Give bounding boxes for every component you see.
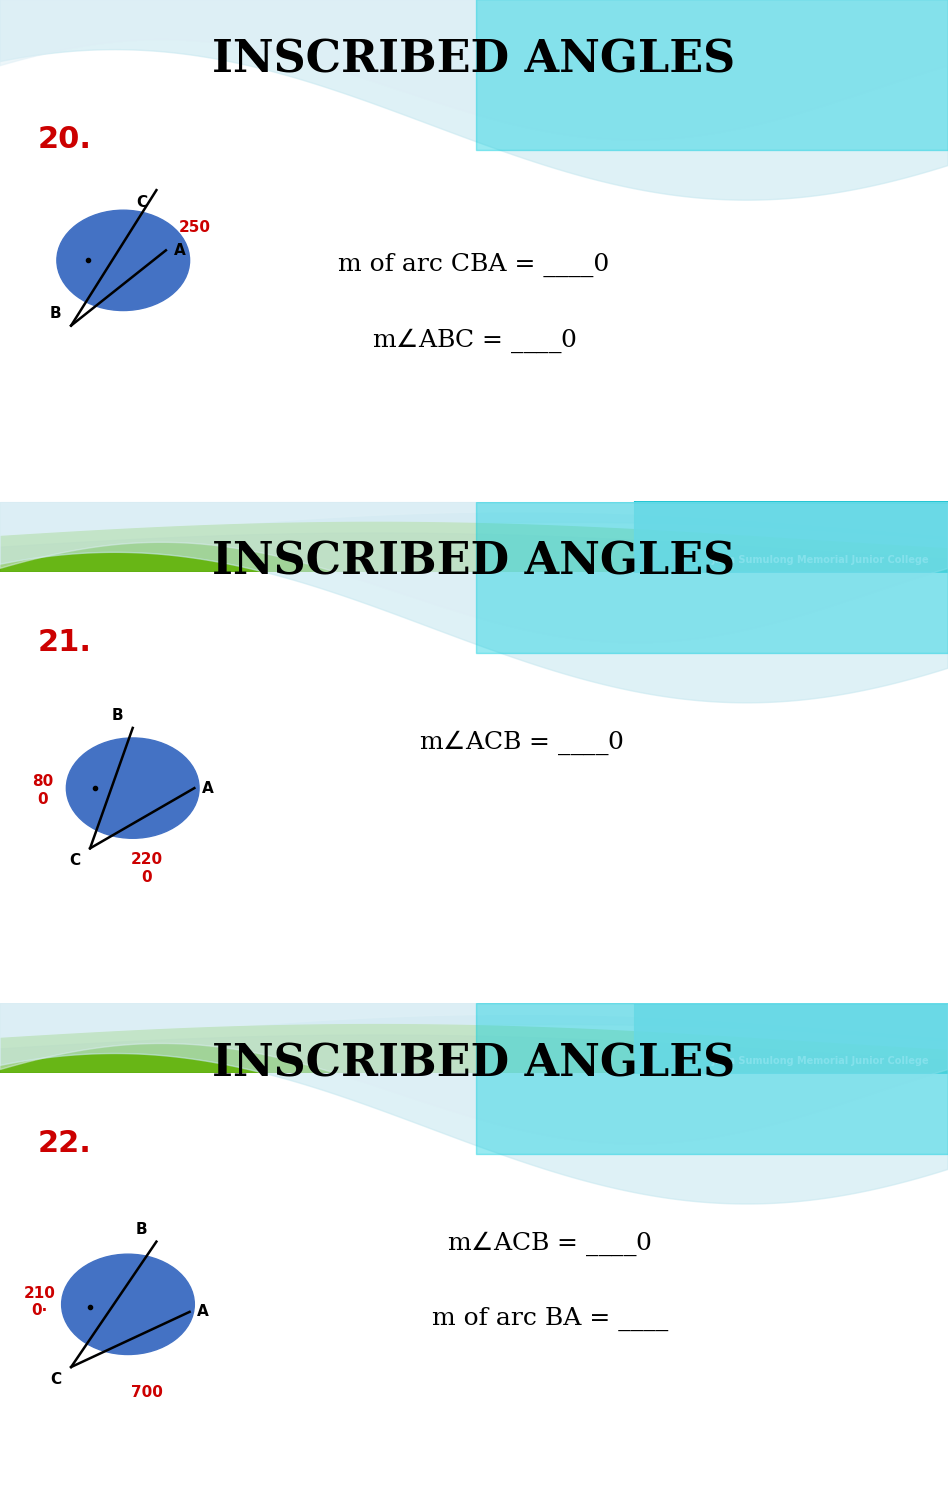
Text: m$\angle$ABC = ____0: m$\angle$ABC = ____0 [372, 327, 576, 355]
Text: m of arc BA = ____: m of arc BA = ____ [431, 1308, 668, 1332]
Text: B: B [136, 1222, 147, 1237]
Text: Juan Sumulong Memorial Junior College: Juan Sumulong Memorial Junior College [711, 555, 929, 564]
Text: 220
0: 220 0 [131, 852, 163, 885]
Text: A: A [202, 781, 213, 796]
Text: Juan Sumulong Memorial Junior College: Juan Sumulong Memorial Junior College [711, 1057, 929, 1066]
Text: m of arc CBA = ____0: m of arc CBA = ____0 [338, 253, 610, 277]
Ellipse shape [66, 737, 199, 838]
Text: INSCRIBED ANGLES: INSCRIBED ANGLES [212, 38, 736, 81]
Text: A: A [197, 1305, 209, 1320]
Text: C: C [69, 853, 81, 868]
Text: B: B [50, 306, 62, 321]
Text: 250: 250 [178, 220, 210, 235]
Text: 20.: 20. [38, 125, 92, 155]
Text: A: A [173, 242, 185, 257]
Text: INSCRIBED ANGLES: INSCRIBED ANGLES [212, 540, 736, 584]
Text: 210
0·: 210 0· [24, 1285, 56, 1318]
Text: 700: 700 [131, 1385, 163, 1400]
Text: m$\angle$ACB = ____0: m$\angle$ACB = ____0 [447, 1230, 652, 1258]
Text: m$\angle$ACB = ____0: m$\angle$ACB = ____0 [419, 728, 624, 757]
Text: 22.: 22. [38, 1129, 92, 1159]
Text: INSCRIBED ANGLES: INSCRIBED ANGLES [212, 1041, 736, 1085]
Text: B: B [112, 707, 123, 722]
Text: C: C [136, 196, 147, 211]
Text: 21.: 21. [38, 628, 92, 658]
Text: C: C [50, 1373, 62, 1388]
Ellipse shape [57, 211, 190, 310]
Ellipse shape [62, 1254, 194, 1354]
Text: 80
0: 80 0 [32, 775, 53, 807]
